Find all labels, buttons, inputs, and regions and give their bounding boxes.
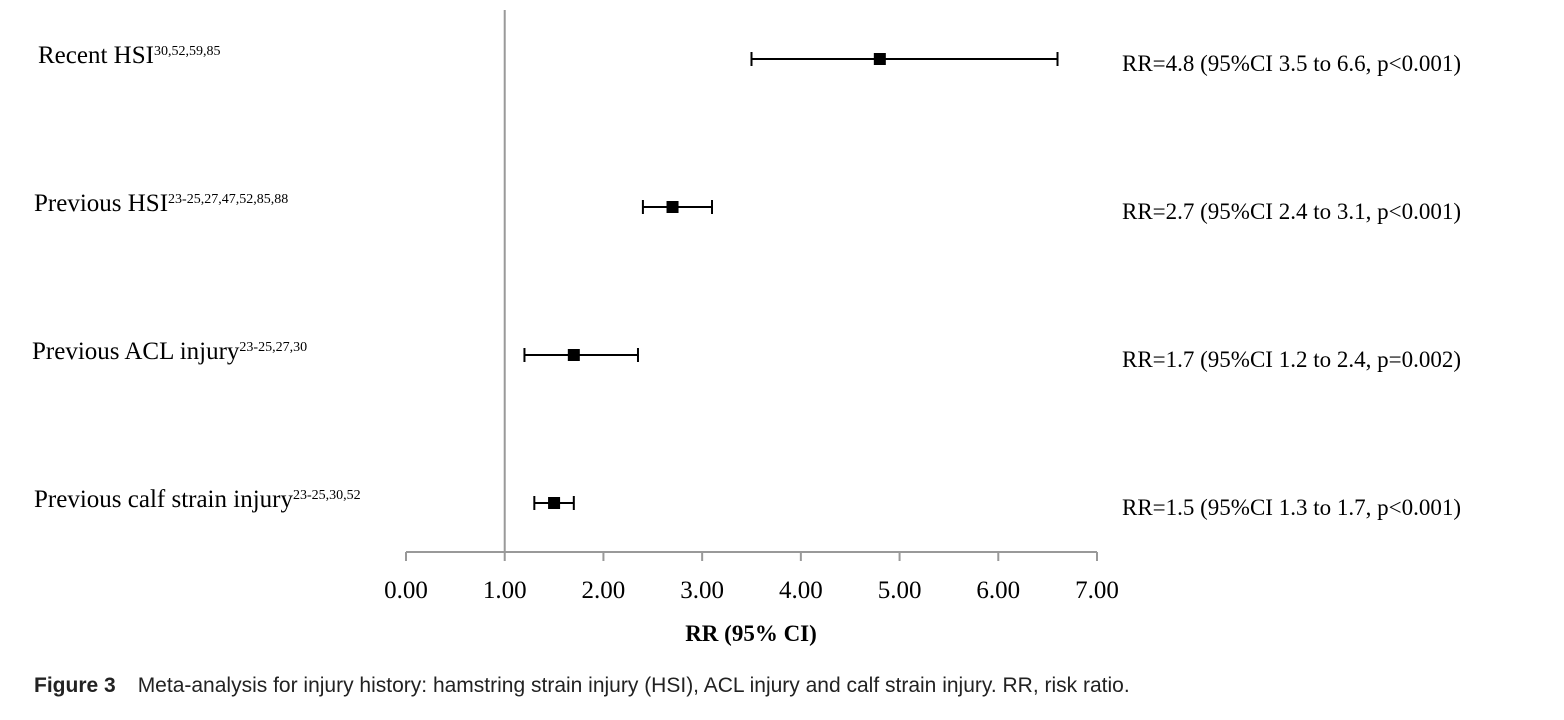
x-tick-label: 7.00: [1075, 577, 1119, 604]
point-estimate: [873, 53, 886, 65]
row-annotation: RR=1.7 (95%CI 1.2 to 2.4, p=0.002): [1122, 347, 1461, 372]
row-annotation: RR=1.5 (95%CI 1.3 to 1.7, p<0.001): [1122, 495, 1461, 520]
row-references: 30,52,59,85: [154, 44, 221, 59]
forest-row: Previous calf strain injury23-25,30,52 RR…: [34, 486, 1461, 520]
x-ticks: 0.00 1.00 2.00 3.00 4.00 5.00 6.00 7.00: [384, 552, 1119, 604]
rows-layer: Recent HSI30,52,59,85 RR=4.8 (95%CI 3.5 t…: [32, 42, 1461, 520]
point-estimate: [567, 349, 580, 361]
row-label-text: Recent HSI: [38, 42, 154, 69]
x-tick-label: 4.00: [779, 577, 823, 604]
row-label: Recent HSI30,52,59,85: [38, 42, 220, 69]
point-estimate: [666, 201, 679, 213]
row-label-text: Previous ACL injury: [32, 338, 240, 365]
forest-row: Previous ACL injury23-25,27,30 RR=1.7 (95…: [32, 338, 1461, 372]
figure-label: Figure 3: [34, 674, 116, 697]
forest-row: Previous HSI23-25,27,47,52,85,88 RR=2.7 (…: [34, 190, 1461, 224]
point-estimate: [548, 497, 561, 509]
row-annotation: RR=2.7 (95%CI 2.4 to 3.1, p<0.001): [1122, 199, 1461, 224]
figure-caption: Figure 3 Meta-analysis for injury history…: [34, 674, 1130, 698]
row-label: Previous ACL injury23-25,27,30: [32, 338, 307, 365]
x-tick-label: 2.00: [582, 577, 626, 604]
row-references: 23-25,27,47,52,85,88: [168, 192, 288, 207]
forest-plot: Recent HSI30,52,59,85 RR=4.8 (95%CI 3.5 t…: [32, 10, 1461, 646]
caption-text: Meta-analysis for injury history: hamstr…: [137, 674, 1130, 697]
x-tick-label: 5.00: [878, 577, 922, 604]
x-tick-label: 1.00: [483, 577, 527, 604]
row-label-text: Previous calf strain injury: [34, 486, 293, 513]
forest-row: Recent HSI30,52,59,85 RR=4.8 (95%CI 3.5 t…: [38, 42, 1461, 76]
x-tick-label: 3.00: [680, 577, 724, 604]
row-label: Previous calf strain injury23-25,30,52: [34, 486, 361, 513]
x-axis-title: RR (95% CI): [685, 621, 817, 646]
row-label: Previous HSI23-25,27,47,52,85,88: [34, 190, 288, 217]
row-references: 23-25,27,30: [239, 340, 307, 355]
row-annotation: RR=4.8 (95%CI 3.5 to 6.6, p<0.001): [1122, 51, 1461, 76]
x-tick-label: 0.00: [384, 577, 428, 604]
x-tick-label: 6.00: [976, 577, 1020, 604]
row-references: 23-25,30,52: [293, 488, 361, 503]
row-label-text: Previous HSI: [34, 190, 168, 217]
